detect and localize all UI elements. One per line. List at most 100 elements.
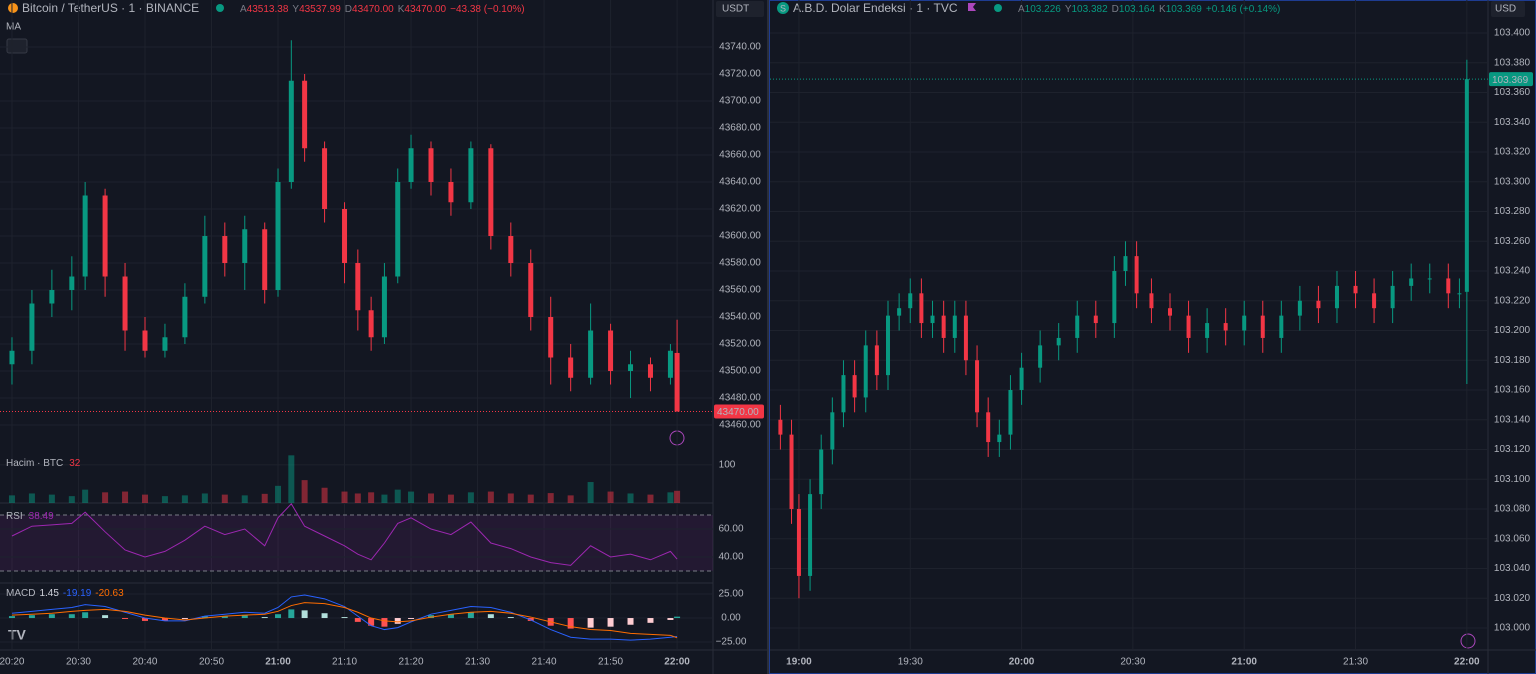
volume-bar [381,494,388,503]
y-tick-label: 43660.00 [719,150,761,161]
rsi-line [11,503,678,566]
candle-body [142,330,148,351]
macd-histogram-bar [221,616,228,619]
candle-body [1019,367,1024,390]
candle-body [1279,315,1284,338]
y-tick-label: 103.300 [1494,176,1531,187]
candle-body [49,290,55,304]
y-tick-label: 43560.00 [719,285,761,296]
candle-body [448,181,454,203]
candle-body [69,276,75,291]
x-tick-label: 21:20 [399,657,424,668]
macd-histogram-bar [321,613,328,619]
y-tick-label: 103.260 [1494,236,1531,247]
macd-histogram-bar [275,614,282,619]
candle-body [29,303,35,351]
ohlc-letter: Y [1065,4,1072,15]
legend-value: 1.45 [39,588,59,599]
ohlc-letter: D [1112,4,1119,15]
candle-body [1093,315,1098,324]
candle-body [930,315,935,324]
candle-body [1134,256,1139,294]
candle-body [428,148,434,182]
candle-body [1075,315,1080,338]
volume-bar [607,491,614,503]
currency-button[interactable] [1491,1,1525,17]
x-tick-label: 22:00 [1454,657,1480,668]
macd-histogram-bar [341,617,348,619]
currency-label: USD [1495,4,1516,15]
candle-body [941,315,946,338]
y-tick-label: 43480.00 [719,393,761,404]
macd-histogram-bar [567,618,574,629]
ohlc-letter: A [1018,4,1025,15]
y-tick-label: 103.000 [1494,623,1531,634]
ohlc-value: +0.146 (+0.14%) [1206,4,1281,15]
symbol-title[interactable]: Bitcoin / TetherUS · 1 · BINANCE [22,1,199,15]
symbol-title[interactable]: A.B.D. Dolar Endeksi · 1 · TVC [793,1,958,15]
candle-body [1123,256,1128,272]
y-tick-label: 100 [719,460,736,471]
volume-bar [467,492,474,503]
y-tick-label: 103.180 [1494,355,1531,366]
candle-body [262,229,268,291]
y-tick-label: 43460.00 [719,420,761,431]
candle-body [408,148,414,182]
y-tick-label: 0.00 [721,613,741,624]
volume-bar [674,490,681,503]
macd-histogram-bar [507,617,514,619]
candle-body [1457,293,1462,295]
candle-body [667,350,673,378]
ohlc-value: −43.38 (−0.10%) [450,4,525,15]
candle-body [1056,337,1061,346]
collapse-button[interactable] [6,38,28,54]
indicator-label[interactable]: MA [6,22,21,33]
candle-body [608,330,614,372]
candle-body [1149,293,1154,309]
y-tick-label: 103.200 [1494,325,1531,336]
candle-body [975,360,980,413]
volume-bar [647,494,654,503]
macd-histogram-bar [8,616,15,619]
candle-body [322,148,328,210]
candle-body [830,412,835,450]
candle-body [863,345,868,398]
ohlc-letter: K [1159,4,1166,15]
macd-histogram-bar [408,618,415,619]
candle-body [852,375,857,398]
candle-body [202,236,208,297]
volume-bar [301,480,308,503]
currency-button[interactable] [716,1,764,17]
y-tick-label: 103.060 [1494,533,1531,544]
alert-icon[interactable] [1460,633,1476,649]
candle-body [808,494,813,576]
y-tick-label: 43680.00 [719,123,761,134]
legend-value: -19.19 [63,588,92,599]
volume-bar [547,493,554,503]
pane-legend: MACD 1.45 -19.19 -20.63 [6,588,124,599]
y-tick-label: 43500.00 [719,366,761,377]
ohlc-value: 103.369 [1166,4,1203,15]
candle-body [908,293,913,309]
candle-body [1390,285,1395,309]
macd-histogram-bar [68,614,75,619]
candle-body [997,434,1002,443]
ohlc-value: 103.164 [1119,4,1156,15]
candle-body [1186,315,1191,338]
macd-histogram-bar [161,618,168,621]
candle-body [1223,323,1228,331]
legend-title: RSI [6,511,23,522]
pane-legend: RSI 38.49 [6,511,54,522]
x-tick-label: 20:50 [199,657,224,668]
x-tick-label: 19:00 [786,657,812,668]
candle-body [508,236,514,264]
ohlc-value: 43513.38 [247,4,289,15]
candle-body [674,352,680,412]
macd-histogram-bar [381,618,388,627]
candle-body [1038,345,1043,368]
macd-histogram-bar [102,615,109,619]
candle-body [488,148,494,237]
x-tick-label: 21:40 [532,657,557,668]
candle-body [628,364,634,372]
x-tick-label: 21:10 [332,657,357,668]
